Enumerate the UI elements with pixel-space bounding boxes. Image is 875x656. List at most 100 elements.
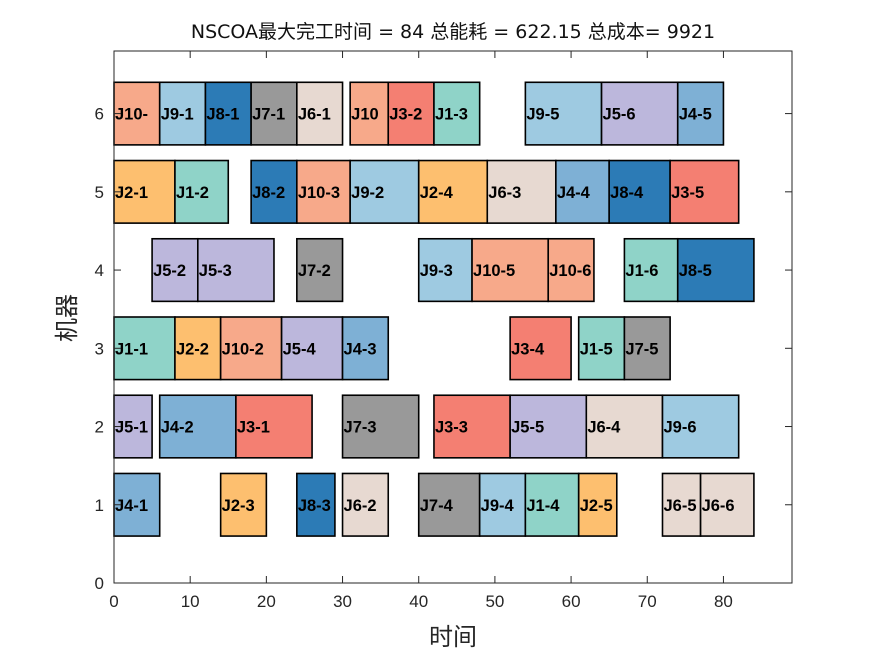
task-label: J5-5 xyxy=(511,419,544,437)
task-bar-j10-2-m3-31 xyxy=(219,316,283,381)
y-tick-label: 6 xyxy=(95,105,104,124)
task-bar-j6-1-m6-4 xyxy=(296,81,344,146)
x-tick-label: 20 xyxy=(257,592,276,611)
y-axis-ticks: 0 1 2 3 4 5 6 xyxy=(95,105,792,593)
task-label: J8-4 xyxy=(610,184,644,202)
x-axis-ticks: 0 10 20 30 40 50 60 70 80 xyxy=(109,51,733,611)
task-bar-j7-2-m4-23 xyxy=(296,237,344,303)
task-bar-j4-4-m5-18 xyxy=(555,159,610,224)
task-bar-j3-1-m2-39 xyxy=(235,394,313,459)
task-bar-j2-3-m1-46 xyxy=(219,472,268,537)
y-tick-label: 0 xyxy=(95,574,104,593)
x-tick-label: 10 xyxy=(181,592,200,611)
y-axis-label: 机器 xyxy=(53,294,81,342)
task-label: J3-2 xyxy=(389,106,422,124)
task-bar-j4-5-m6-10 xyxy=(676,81,725,146)
task-label: J5-2 xyxy=(153,262,186,280)
task-label: J4-3 xyxy=(344,340,377,358)
axes-box xyxy=(113,50,793,584)
task-label: J1-3 xyxy=(435,106,468,124)
task-label: J1-2 xyxy=(176,184,209,202)
task-label: J6-5 xyxy=(663,497,696,515)
chart-title: NSCOA最大完工时间 = 84 总能耗 = 622.15 总成本= 9921 xyxy=(191,21,715,43)
task-bar-j7-5-m3-36 xyxy=(623,316,671,381)
task-bar-j6-2-m1-48 xyxy=(341,472,390,537)
x-tick-label: 60 xyxy=(562,592,581,611)
task-label: J1-1 xyxy=(115,340,148,358)
task-label: J8-1 xyxy=(206,106,239,124)
task-label: J7-1 xyxy=(252,106,285,124)
y-tick-label: 2 xyxy=(95,418,104,437)
task-label: J10-6 xyxy=(549,262,591,280)
x-tick-label: 0 xyxy=(109,592,118,611)
task-label: J6-3 xyxy=(488,184,521,202)
task-bar-j6-5-m1-53 xyxy=(661,472,702,537)
task-bar-j7-3-m2-40 xyxy=(341,394,420,459)
task-label: J9-6 xyxy=(663,419,696,437)
task-bar-j8-2-m5-13 xyxy=(250,159,298,224)
x-tick-label: 80 xyxy=(714,592,733,611)
x-axis-label: 时间 xyxy=(429,623,477,651)
task-label: J5-3 xyxy=(199,262,232,280)
task-bars: J10- J9-1 J8-1 J7-1 J6-1 J10 J3-2 J1-3 J9-5 J5-6 J… xyxy=(113,81,755,537)
task-label: J10 xyxy=(351,106,379,124)
task-bar-j10--m6-0 xyxy=(113,81,161,146)
task-label: J4-1 xyxy=(115,497,148,515)
task-bar-j8-4-m5-19 xyxy=(608,159,671,224)
task-label: J3-4 xyxy=(511,340,545,358)
task-label: J4-2 xyxy=(161,419,194,437)
task-label: J3-3 xyxy=(435,419,468,437)
task-label: J9-5 xyxy=(526,106,559,124)
task-bar-j9-6-m2-44 xyxy=(661,394,740,459)
task-label: J3-5 xyxy=(671,184,704,202)
task-label: J2-2 xyxy=(176,340,209,358)
task-label: J1-5 xyxy=(580,340,613,358)
task-bar-j9-2-m5-15 xyxy=(349,159,420,224)
task-bar-j2-4-m5-16 xyxy=(417,159,489,224)
task-bar-j6-6-m1-54 xyxy=(699,472,755,537)
task-label: J3-1 xyxy=(237,419,270,437)
task-bar-j2-5-m1-52 xyxy=(577,472,618,537)
task-label: J2-3 xyxy=(222,497,255,515)
x-tick-label: 70 xyxy=(638,592,657,611)
task-label: J8-3 xyxy=(298,497,331,515)
task-bar-j1-3-m6-7 xyxy=(433,81,481,146)
task-label: J10-5 xyxy=(473,262,515,280)
task-label: J2-5 xyxy=(580,497,613,515)
task-bar-j3-5-m5-20 xyxy=(669,159,740,224)
task-label: J9-2 xyxy=(351,184,384,202)
task-label: J8-5 xyxy=(679,262,712,280)
y-tick-label: 5 xyxy=(95,183,104,202)
task-label: J9-4 xyxy=(481,497,515,515)
task-label: J7-4 xyxy=(420,497,454,515)
task-bar-j9-4-m1-50 xyxy=(478,472,527,537)
task-label: J7-5 xyxy=(625,340,658,358)
task-label: J1-6 xyxy=(625,262,658,280)
task-bar-j9-5-m6-8 xyxy=(524,81,603,146)
task-label: J1-4 xyxy=(526,497,560,515)
y-tick-label: 3 xyxy=(95,339,104,358)
x-tick-label: 50 xyxy=(485,592,504,611)
task-label: J10- xyxy=(115,106,148,124)
x-tick-label: 40 xyxy=(409,592,428,611)
task-bar-j4-3-m3-33 xyxy=(341,316,390,381)
task-bar-j1-2-m5-12 xyxy=(174,159,230,224)
task-label: J8-2 xyxy=(252,184,285,202)
task-bar-j5-5-m2-42 xyxy=(509,394,588,459)
task-bar-j8-3-m1-47 xyxy=(296,472,336,537)
task-label: J6-2 xyxy=(344,497,377,515)
task-bar-j4-2-m2-38 xyxy=(158,394,237,459)
task-bar-j1-4-m1-51 xyxy=(524,472,580,537)
task-label: J9-3 xyxy=(420,262,453,280)
task-label: J7-2 xyxy=(298,262,331,280)
task-label: J4-4 xyxy=(557,184,591,202)
task-label: J6-1 xyxy=(298,106,331,124)
task-label: J2-1 xyxy=(115,184,148,202)
y-tick-label: 4 xyxy=(95,261,104,280)
y-tick-label: 1 xyxy=(95,496,104,515)
task-label: J2-4 xyxy=(420,184,454,202)
task-label: J5-6 xyxy=(603,106,636,124)
task-bar-j7-4-m1-49 xyxy=(417,472,481,537)
task-bar-j1-5-m3-35 xyxy=(577,316,626,381)
